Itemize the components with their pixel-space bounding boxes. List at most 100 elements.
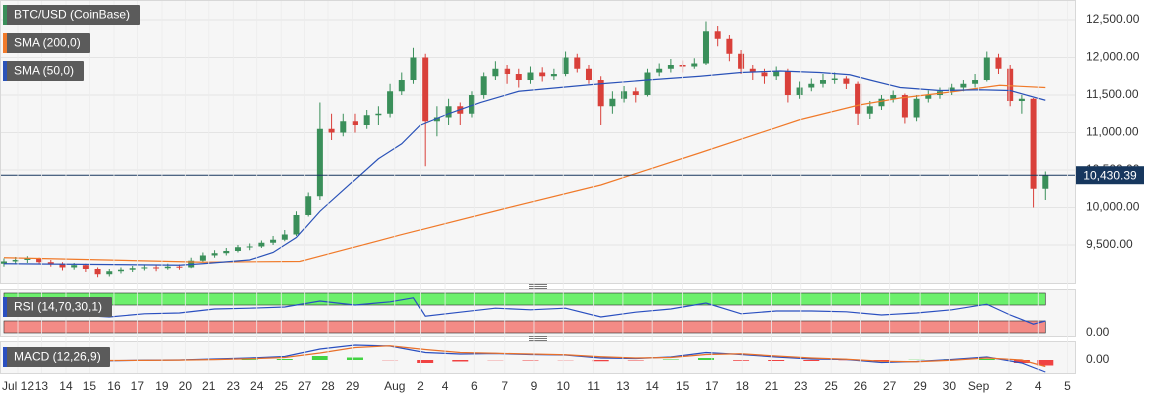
candle-body: [749, 68, 756, 73]
legend-swatch: [3, 297, 7, 317]
candle-body: [47, 262, 54, 264]
histogram-bar: [873, 360, 890, 362]
candle-body: [106, 271, 113, 275]
x-tick-label: 30: [943, 379, 957, 393]
candle-body: [948, 87, 955, 92]
candle-body: [972, 80, 979, 84]
x-tick-label: 29: [913, 379, 927, 393]
candle-body: [410, 57, 417, 81]
x-tick-label: 14: [645, 379, 659, 393]
histogram-bar: [697, 358, 714, 360]
candle-body: [445, 106, 452, 118]
indicator-line: [3, 84, 1046, 263]
legend-box[interactable]: [3, 61, 84, 81]
x-tick-label: 2: [417, 379, 424, 393]
candle-body: [831, 78, 838, 81]
oversold-band: [3, 320, 1046, 334]
candle-body: [808, 83, 815, 88]
candle-body: [960, 83, 967, 88]
candle-body: [773, 71, 780, 77]
x-tick-label: 4: [1035, 379, 1042, 393]
candle-body: [527, 72, 534, 81]
x-tick-label: 24: [250, 379, 264, 393]
legend-label: BTC/USD (CoinBase): [14, 8, 130, 22]
candle-body: [585, 68, 592, 81]
legend-swatch: [3, 61, 7, 81]
candle-body: [632, 91, 639, 96]
candle-body: [656, 68, 663, 73]
legend-label: MACD (12,26,9): [14, 350, 101, 364]
x-tick-label: 23: [794, 379, 808, 393]
legend-swatch: [3, 5, 7, 25]
candle-body: [12, 259, 19, 262]
legend-box[interactable]: [3, 297, 112, 317]
candle-body: [0, 261, 7, 264]
candle-body: [1030, 98, 1037, 189]
candle-body: [866, 106, 873, 114]
legend-box[interactable]: [3, 5, 140, 25]
x-tick-label: Sep: [968, 379, 990, 393]
y-tick-label: 10,000.00: [1086, 200, 1140, 214]
x-tick-label: 6: [471, 379, 478, 393]
x-tick-label: 23: [227, 379, 241, 393]
candle-body: [71, 265, 78, 268]
y-tick-label: 11,500.00: [1086, 87, 1139, 101]
candle-body: [796, 87, 803, 96]
histogram-bar: [1037, 360, 1054, 366]
candle-body: [153, 267, 160, 269]
candle-body: [340, 121, 347, 133]
candle-body: [667, 65, 674, 69]
candle-body: [492, 68, 499, 77]
legend-swatch: [3, 33, 7, 53]
candle-body: [878, 98, 885, 107]
panel-grip[interactable]: [529, 284, 547, 289]
x-tick-label: 13: [35, 379, 49, 393]
candle-body: [36, 258, 43, 263]
x-tick-label: 27: [298, 379, 312, 393]
candle-body: [784, 71, 791, 96]
candle-body: [164, 266, 171, 269]
indicator-line: [3, 345, 1046, 368]
y-tick-label: 9,500.00: [1086, 237, 1133, 251]
x-tick-label: 16: [107, 379, 121, 393]
x-tick-label: 21: [765, 379, 779, 393]
candle-body: [59, 263, 66, 268]
candle-body: [913, 98, 920, 118]
x-tick-label: 20: [179, 379, 193, 393]
x-tick-label: Jul 12: [2, 379, 34, 393]
legend-box[interactable]: [3, 33, 90, 53]
panel-grip[interactable]: [529, 336, 547, 341]
histogram-bar: [276, 359, 293, 360]
overbought-band: [3, 292, 1046, 306]
x-tick-label: 25: [275, 379, 289, 393]
x-tick-label: 21: [202, 379, 216, 393]
x-tick-label: 25: [824, 379, 838, 393]
x-tick-label: 19: [155, 379, 169, 393]
price-label-box: [1076, 166, 1144, 185]
candle-body: [328, 128, 335, 133]
x-tick-label: 28: [321, 379, 335, 393]
candle-body: [316, 128, 323, 197]
candle-body: [1007, 68, 1014, 102]
x-tick-label: 17: [131, 379, 145, 393]
price-panel: [0, 0, 1076, 284]
x-tick-label: 9: [531, 379, 538, 393]
candle-body: [387, 91, 394, 114]
candle-body: [281, 234, 288, 240]
candle-body: [714, 31, 721, 39]
x-tick-label: 5: [1064, 379, 1071, 393]
x-tick-label: 18: [736, 379, 750, 393]
histogram-bar: [592, 360, 609, 362]
indicator-line: [3, 297, 1046, 325]
candle-body: [621, 91, 628, 99]
x-tick-label: 26: [854, 379, 868, 393]
x-tick-label: 14: [59, 379, 73, 393]
histogram-bar: [978, 359, 995, 360]
histogram-bar: [241, 359, 258, 360]
candle-body: [1018, 98, 1025, 102]
x-tick-label: 11: [587, 379, 600, 393]
legend-box[interactable]: [3, 347, 110, 367]
x-tick-label: 17: [705, 379, 719, 393]
candle-body: [24, 258, 31, 260]
candle-body: [761, 72, 768, 77]
